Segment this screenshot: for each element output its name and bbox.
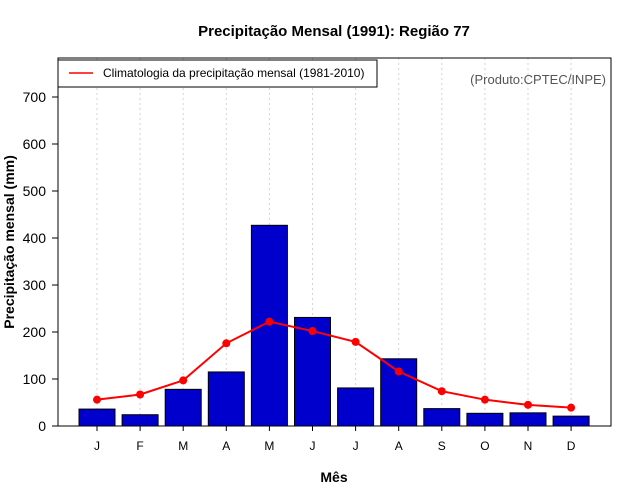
x-tick-label: M xyxy=(264,439,274,453)
bars xyxy=(78,224,590,427)
x-tick-label: S xyxy=(438,439,446,453)
x-tick-label: J xyxy=(310,439,316,453)
climatology-point xyxy=(567,403,576,412)
y-axis-title: Precipitação mensal (mm) xyxy=(1,155,17,329)
climatology-point xyxy=(93,395,101,404)
climatology-point xyxy=(394,367,403,376)
credit-label: (Produto:CPTEC/INPE) xyxy=(470,72,606,87)
climatology-point xyxy=(136,390,145,399)
legend: Climatologia da precipitação mensal (198… xyxy=(57,59,378,88)
y-tick-label: 400 xyxy=(23,230,47,246)
bar xyxy=(552,415,590,427)
x-tick-label: A xyxy=(222,439,230,453)
y-tick-label: 300 xyxy=(23,277,47,293)
climatology-point xyxy=(480,395,489,404)
bar xyxy=(423,408,461,427)
bar xyxy=(509,412,547,427)
y-tick-label: 700 xyxy=(23,89,47,105)
x-tick-label: F xyxy=(136,439,143,453)
y-tick-label: 500 xyxy=(23,183,47,199)
chart-title: Precipitação Mensal (1991): Região 77 xyxy=(198,23,470,40)
climatology-point xyxy=(265,317,274,326)
climatology-point xyxy=(437,387,446,396)
grid-lines xyxy=(96,58,572,426)
bar xyxy=(207,371,245,427)
y-tick-label: 200 xyxy=(23,324,47,340)
climatology-point xyxy=(524,400,532,409)
x-tick-label: D xyxy=(567,439,576,453)
x-axis-title: Mês xyxy=(320,469,347,485)
bar xyxy=(337,387,375,427)
x-tick-label: M xyxy=(178,439,188,453)
x-tick-label: J xyxy=(94,439,100,453)
bar xyxy=(164,388,202,427)
bar xyxy=(78,408,116,427)
y-tick-label: 0 xyxy=(38,418,46,434)
legend-box xyxy=(57,59,378,88)
climatology-point xyxy=(351,337,360,346)
x-tick-label: A xyxy=(395,439,403,453)
climatology-line xyxy=(93,317,576,412)
climatology-point xyxy=(222,339,231,348)
y-tick-label: 600 xyxy=(23,136,47,152)
climatology-series-line xyxy=(96,320,572,409)
legend-entry-climatology: Climatologia da precipitação mensal (198… xyxy=(103,66,364,80)
y-axis: 0 100 200 300 400 500 600 700 xyxy=(23,89,58,434)
bar xyxy=(466,412,504,427)
x-tick-label: N xyxy=(524,439,533,453)
x-tick-label: O xyxy=(480,439,489,453)
x-tick-label: J xyxy=(353,439,359,453)
bar xyxy=(121,414,159,427)
climatology-point xyxy=(179,376,188,385)
climatology-point xyxy=(308,327,317,336)
y-tick-label: 100 xyxy=(23,371,47,387)
plot-frame xyxy=(57,57,612,427)
